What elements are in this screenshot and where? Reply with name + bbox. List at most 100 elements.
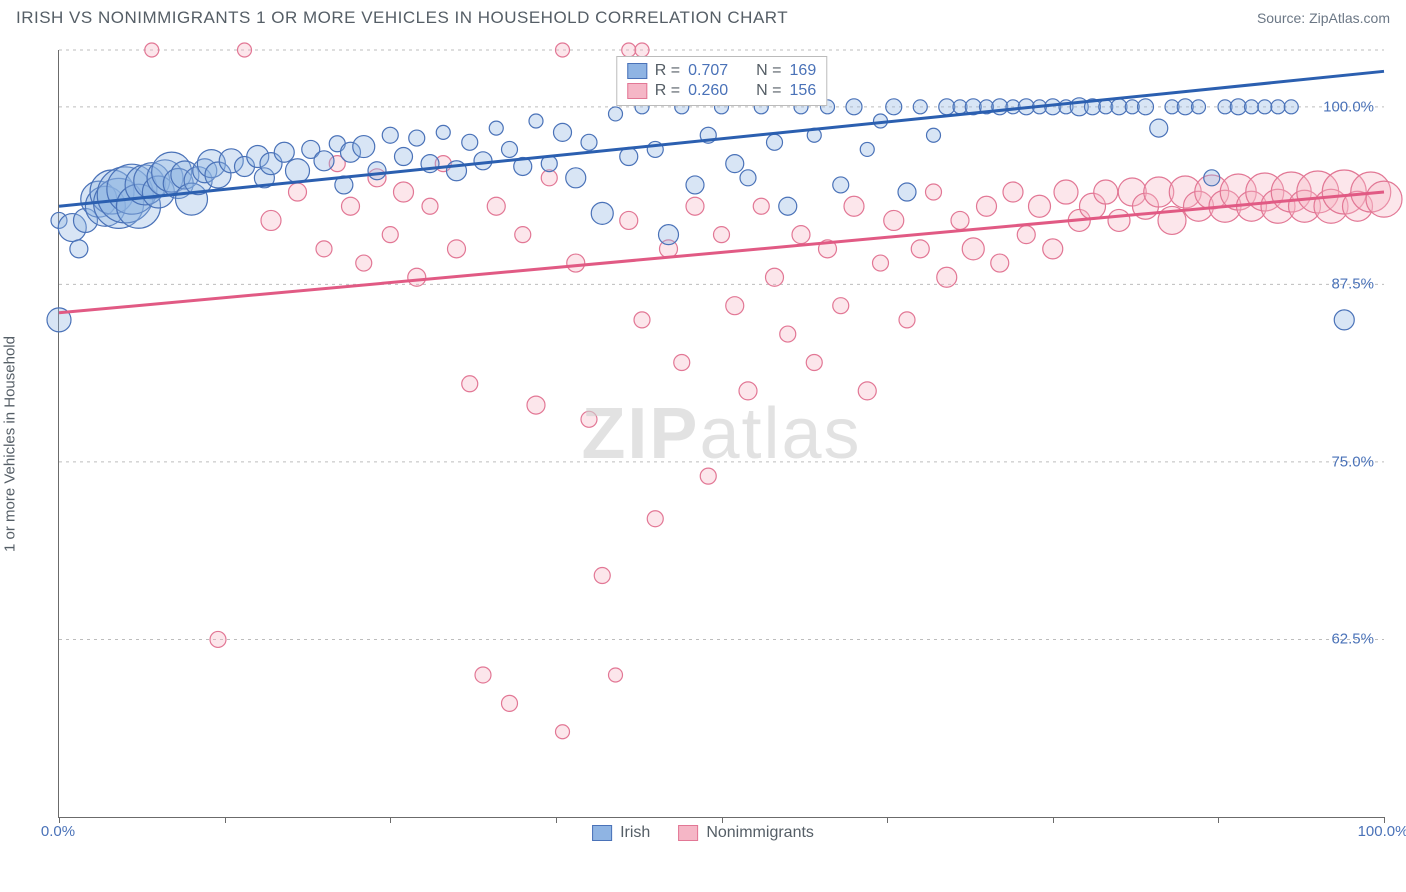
data-point (833, 177, 849, 193)
data-point (1192, 100, 1206, 114)
n-value: 156 (790, 82, 817, 100)
trend-line (59, 192, 1384, 313)
data-point (1094, 180, 1118, 204)
data-point (913, 100, 927, 114)
x-tick-label: 0.0% (41, 823, 75, 840)
data-point (462, 134, 478, 150)
data-point (647, 511, 663, 527)
data-point (991, 254, 1009, 272)
legend-swatch (627, 63, 647, 79)
plot-area: R = 0.707 N = 169 R = 0.260 N = 156 ZIPa… (58, 50, 1384, 818)
data-point (927, 128, 941, 142)
source-attribution: Source: ZipAtlas.com (1257, 10, 1390, 26)
data-point (780, 326, 796, 342)
r-label: R = (655, 82, 680, 100)
chart-container: 1 or more Vehicles in Household R = 0.70… (16, 42, 1390, 846)
data-point (210, 631, 226, 647)
n-value: 169 (790, 62, 817, 80)
data-point (1284, 100, 1298, 114)
chart-header: IRISH VS NONIMMIGRANTS 1 OR MORE VEHICLE… (0, 0, 1406, 38)
data-point (489, 121, 503, 135)
data-point (726, 155, 744, 173)
data-point (581, 411, 597, 427)
data-point (1003, 182, 1023, 202)
data-point (1204, 170, 1220, 186)
data-point (846, 99, 862, 115)
data-point (382, 227, 398, 243)
x-tick-mark (1053, 817, 1054, 823)
data-point (951, 211, 969, 229)
data-point (926, 184, 942, 200)
data-point (556, 725, 570, 739)
data-point (554, 123, 572, 141)
data-point (581, 134, 597, 150)
legend-swatch (592, 825, 612, 841)
y-tick-label: 75.0% (1331, 453, 1374, 470)
data-point (1043, 239, 1063, 259)
x-tick-mark (887, 817, 888, 823)
data-point (884, 210, 904, 230)
data-point (939, 99, 955, 115)
data-point (1017, 226, 1035, 244)
x-tick-mark (556, 817, 557, 823)
data-point (1230, 99, 1246, 115)
data-point (609, 668, 623, 682)
data-point (356, 255, 372, 271)
data-point (792, 226, 810, 244)
data-point (844, 196, 864, 216)
data-point (911, 240, 929, 258)
chart-title: IRISH VS NONIMMIGRANTS 1 OR MORE VEHICLE… (16, 8, 788, 28)
legend-swatch (678, 825, 698, 841)
data-point (556, 43, 570, 57)
data-point (448, 240, 466, 258)
data-point (1108, 209, 1130, 231)
data-point (937, 267, 957, 287)
data-point (1150, 119, 1168, 137)
data-point (70, 240, 88, 258)
correlation-legend: R = 0.707 N = 169 R = 0.260 N = 156 (616, 56, 827, 106)
data-point (502, 141, 518, 157)
chart-svg (59, 50, 1384, 817)
y-axis-label: 1 or more Vehicles in Household (2, 336, 19, 552)
data-point (541, 170, 557, 186)
data-point (1029, 195, 1051, 217)
data-point (962, 238, 984, 260)
data-point (395, 148, 413, 166)
data-point (686, 176, 704, 194)
r-label: R = (655, 62, 680, 80)
data-point (409, 130, 425, 146)
data-point (145, 43, 159, 57)
legend-label: Irish (620, 824, 650, 842)
data-point (314, 151, 334, 171)
data-point (858, 382, 876, 400)
data-point (1177, 99, 1193, 115)
y-tick-label: 87.5% (1331, 276, 1374, 293)
x-tick-label: 100.0% (1358, 823, 1406, 840)
data-point (408, 268, 426, 286)
data-point (700, 468, 716, 484)
x-tick-mark (390, 817, 391, 823)
data-point (566, 168, 586, 188)
data-point (767, 134, 783, 150)
data-point (635, 43, 649, 57)
data-point (1111, 99, 1127, 115)
data-point (368, 162, 386, 180)
data-point (686, 197, 704, 215)
data-point (766, 268, 784, 286)
data-point (1334, 310, 1354, 330)
data-point (286, 159, 310, 183)
x-tick-mark (722, 817, 723, 823)
data-point (622, 43, 636, 57)
data-point (1054, 180, 1078, 204)
data-point (898, 183, 916, 201)
data-point (475, 667, 491, 683)
data-point (739, 382, 757, 400)
data-point (342, 197, 360, 215)
data-point (353, 136, 375, 158)
data-point (1138, 99, 1154, 115)
data-point (382, 127, 398, 143)
data-point (422, 198, 438, 214)
data-point (567, 254, 585, 272)
x-tick-mark (1218, 817, 1219, 823)
data-point (1245, 100, 1259, 114)
